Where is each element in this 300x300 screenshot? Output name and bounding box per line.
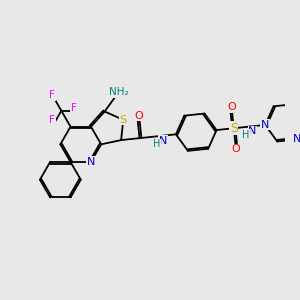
Text: F: F bbox=[50, 115, 55, 125]
Text: H: H bbox=[242, 130, 250, 140]
Text: N: N bbox=[293, 134, 300, 144]
Text: O: O bbox=[227, 102, 236, 112]
Text: O: O bbox=[135, 111, 143, 121]
Text: S: S bbox=[230, 122, 238, 135]
Text: N: N bbox=[87, 157, 95, 167]
Text: S: S bbox=[120, 115, 127, 125]
Text: F: F bbox=[50, 90, 55, 100]
Text: N: N bbox=[159, 136, 167, 146]
Text: N: N bbox=[261, 120, 269, 130]
Text: NH₂: NH₂ bbox=[109, 87, 128, 98]
Text: N: N bbox=[248, 126, 256, 136]
Text: H: H bbox=[153, 139, 160, 149]
Text: F: F bbox=[71, 103, 77, 112]
Text: O: O bbox=[232, 144, 240, 154]
